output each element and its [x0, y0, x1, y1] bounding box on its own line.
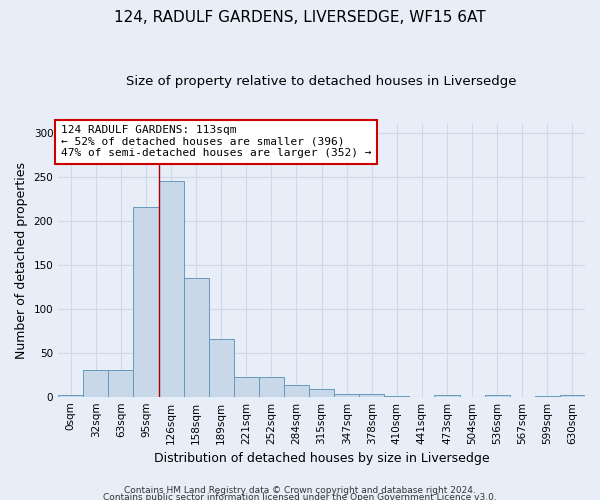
Bar	[209, 340, 234, 396]
Text: 124 RADULF GARDENS: 113sqm
← 52% of detached houses are smaller (396)
47% of sem: 124 RADULF GARDENS: 113sqm ← 52% of deta…	[61, 126, 371, 158]
Bar	[434, 395, 460, 396]
X-axis label: Distribution of detached houses by size in Liversedge: Distribution of detached houses by size …	[154, 452, 490, 465]
Text: 124, RADULF GARDENS, LIVERSEDGE, WF15 6AT: 124, RADULF GARDENS, LIVERSEDGE, WF15 6A…	[114, 10, 486, 25]
Bar	[309, 389, 334, 396]
Bar	[234, 378, 259, 396]
Bar	[259, 378, 284, 396]
Bar	[184, 278, 209, 396]
Bar	[334, 394, 359, 396]
Title: Size of property relative to detached houses in Liversedge: Size of property relative to detached ho…	[127, 75, 517, 88]
Bar	[58, 395, 83, 396]
Bar	[133, 208, 158, 396]
Bar	[485, 395, 510, 396]
Bar	[158, 181, 184, 396]
Bar	[560, 395, 585, 396]
Bar	[109, 370, 133, 396]
Bar	[83, 370, 109, 396]
Bar	[284, 385, 309, 396]
Y-axis label: Number of detached properties: Number of detached properties	[15, 162, 28, 359]
Text: Contains HM Land Registry data © Crown copyright and database right 2024.: Contains HM Land Registry data © Crown c…	[124, 486, 476, 495]
Text: Contains public sector information licensed under the Open Government Licence v3: Contains public sector information licen…	[103, 494, 497, 500]
Bar	[359, 394, 385, 396]
